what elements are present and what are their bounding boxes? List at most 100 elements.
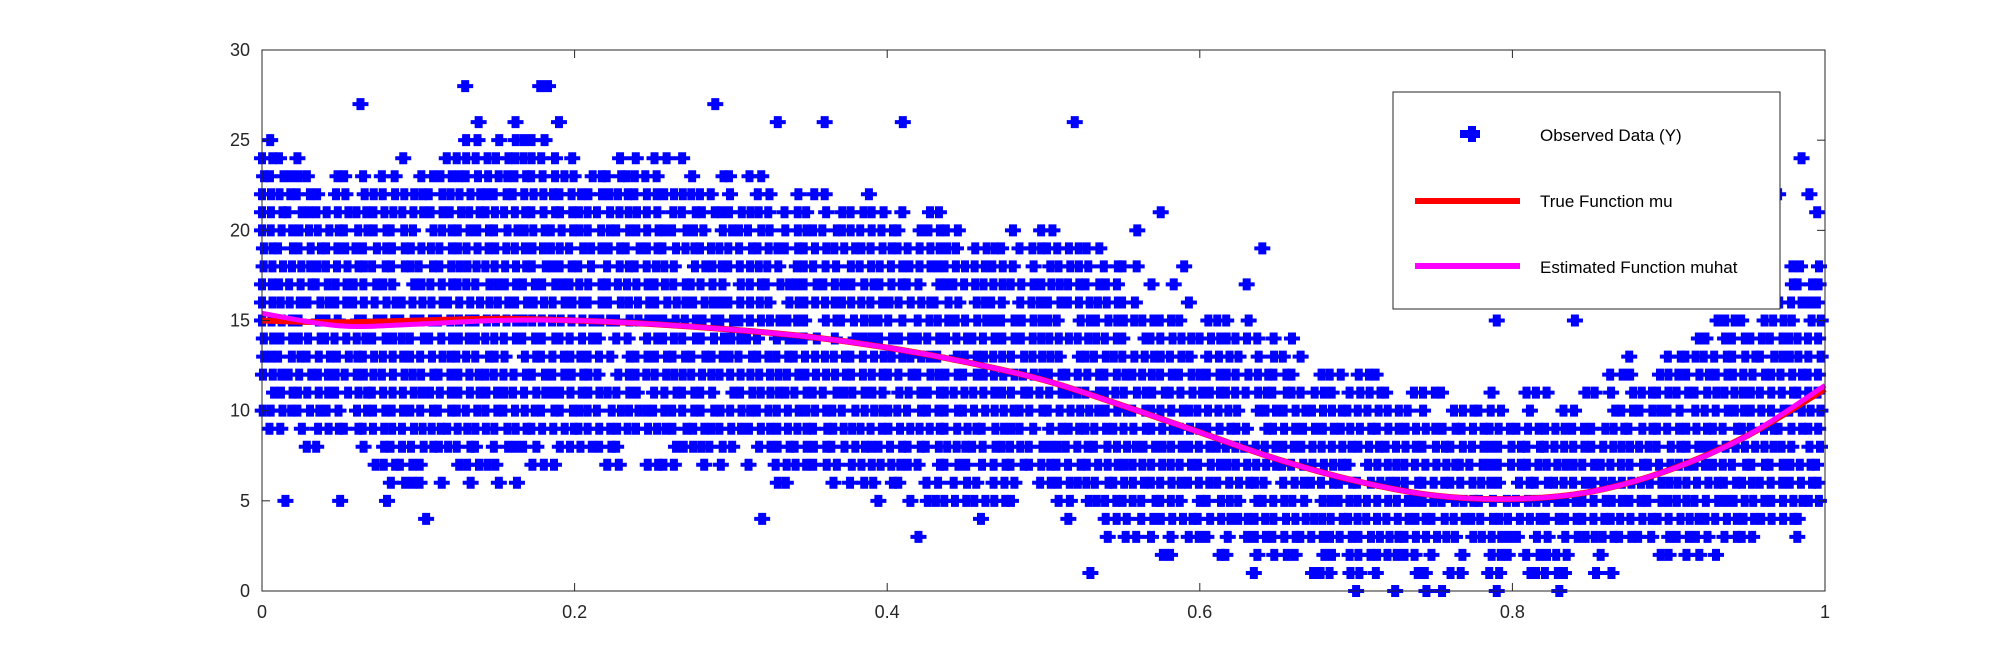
data-point	[458, 278, 475, 291]
data-point	[328, 188, 345, 201]
data-point	[1811, 440, 1828, 453]
data-point	[590, 350, 607, 363]
data-point	[1454, 548, 1471, 561]
data-point	[1417, 458, 1434, 471]
data-point	[1238, 278, 1255, 291]
data-point	[486, 224, 503, 237]
data-point	[1526, 476, 1543, 489]
data-point	[683, 368, 700, 381]
data-point	[654, 242, 671, 255]
data-point	[507, 422, 524, 435]
data-point	[1265, 512, 1282, 525]
data-point	[1227, 458, 1244, 471]
data-point	[1557, 530, 1574, 543]
data-point	[457, 404, 474, 417]
data-point	[994, 278, 1011, 291]
data-point	[993, 242, 1010, 255]
data-point	[1230, 350, 1247, 363]
data-point	[1349, 404, 1366, 417]
data-point	[1020, 440, 1037, 453]
data-point	[1209, 476, 1226, 489]
data-point	[985, 458, 1002, 471]
data-point	[599, 458, 616, 471]
data-point	[1678, 440, 1695, 453]
data-point	[565, 170, 582, 183]
data-point	[1643, 530, 1660, 543]
data-point	[507, 152, 524, 165]
data-point	[1733, 314, 1750, 327]
data-point	[1239, 458, 1256, 471]
data-point	[1258, 458, 1275, 471]
data-point	[547, 170, 564, 183]
data-point	[1511, 512, 1528, 525]
data-point	[1697, 494, 1714, 507]
data-point	[1254, 494, 1271, 507]
data-point	[1369, 458, 1386, 471]
data-point	[405, 422, 422, 435]
data-point	[1249, 332, 1266, 345]
data-point	[740, 422, 757, 435]
data-point	[843, 278, 860, 291]
data-point	[516, 224, 533, 237]
data-point	[544, 368, 561, 381]
data-point	[692, 386, 709, 399]
data-point	[1152, 206, 1169, 219]
data-point	[599, 386, 616, 399]
data-point	[1380, 422, 1397, 435]
data-point	[930, 440, 947, 453]
data-point	[1735, 368, 1752, 381]
data-point	[1189, 512, 1206, 525]
data-point	[402, 350, 419, 363]
data-point	[535, 188, 552, 201]
data-point	[648, 260, 665, 273]
data-point	[1464, 476, 1481, 489]
data-point	[826, 278, 843, 291]
data-point	[1397, 440, 1414, 453]
data-point	[348, 332, 365, 345]
data-point	[1078, 242, 1095, 255]
data-point	[1332, 422, 1349, 435]
data-point	[692, 332, 709, 345]
data-point	[863, 224, 880, 237]
data-point	[1528, 530, 1545, 543]
data-point	[1603, 494, 1620, 507]
data-point	[1151, 314, 1168, 327]
data-point	[1763, 494, 1780, 507]
data-point	[579, 296, 596, 309]
data-point	[1041, 386, 1058, 399]
data-point	[1292, 386, 1309, 399]
data-point	[289, 404, 306, 417]
data-point	[580, 278, 597, 291]
y-tick-label: 0	[240, 581, 250, 601]
data-point	[516, 350, 533, 363]
data-point	[778, 458, 795, 471]
data-point	[1423, 512, 1440, 525]
data-point	[1789, 512, 1806, 525]
data-point	[1058, 368, 1075, 381]
data-point	[1173, 332, 1190, 345]
data-point	[1322, 512, 1339, 525]
data-point	[411, 458, 428, 471]
data-point	[1434, 422, 1451, 435]
data-point	[883, 350, 900, 363]
data-point	[1566, 314, 1583, 327]
data-point	[1143, 422, 1160, 435]
data-point	[1219, 530, 1236, 543]
data-point	[853, 296, 870, 309]
data-point	[832, 314, 849, 327]
data-point	[871, 278, 888, 291]
data-point	[449, 224, 466, 237]
data-point	[1297, 512, 1314, 525]
data-point	[570, 422, 587, 435]
data-point	[899, 242, 916, 255]
data-point	[1527, 566, 1544, 579]
data-point	[1161, 350, 1178, 363]
data-point	[1539, 548, 1556, 561]
data-point	[1217, 548, 1234, 561]
data-point	[1789, 332, 1806, 345]
data-point	[368, 242, 385, 255]
data-point	[591, 440, 608, 453]
data-point	[854, 368, 871, 381]
data-point	[1396, 458, 1413, 471]
data-point	[1069, 440, 1086, 453]
